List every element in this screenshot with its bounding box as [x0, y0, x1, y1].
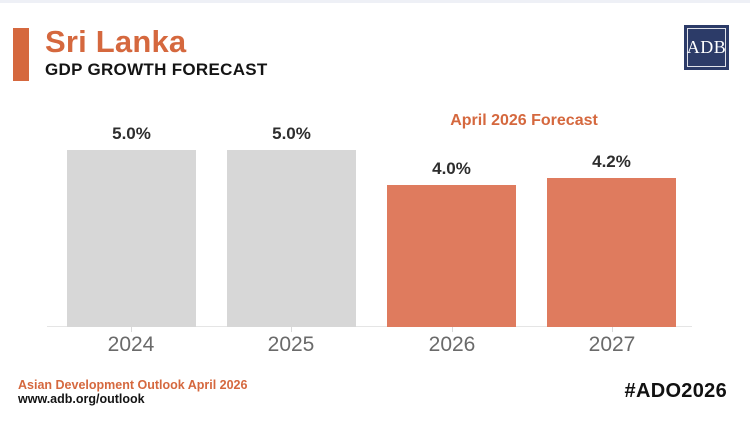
bar-2026	[387, 185, 516, 327]
adb-logo-text: ADB	[686, 37, 727, 57]
x-tick-label-2026: 2026	[428, 333, 476, 356]
x-axis-tick	[291, 327, 292, 332]
bar-value-label-2026: 4.0%	[432, 159, 471, 178]
country-title: Sri Lanka	[45, 24, 187, 59]
bar-2027	[547, 178, 676, 327]
bar-value-label-2025: 5.0%	[272, 124, 311, 143]
top-edge-strip	[0, 0, 750, 3]
x-tick-label-2024: 2024	[107, 333, 155, 356]
adb-logo: ADB	[684, 25, 729, 70]
x-axis-tick	[452, 327, 453, 332]
chart-title: GDP GROWTH FORECAST	[45, 60, 268, 79]
x-tick-label-2027: 2027	[588, 333, 636, 356]
footer-hashtag: #ADO2026	[624, 380, 727, 402]
bar-value-label-2024: 5.0%	[112, 124, 151, 143]
x-tick-label-2025: 2025	[267, 333, 315, 356]
bar-2025	[227, 150, 356, 327]
footer-url: www.adb.org/outlook	[18, 392, 145, 406]
footer-source: Asian Development Outlook April 2026	[18, 378, 248, 392]
bar-value-label-2027: 4.2%	[592, 152, 631, 171]
x-axis-tick	[131, 327, 132, 332]
x-axis-tick	[612, 327, 613, 332]
forecast-annotation: April 2026 Forecast	[450, 112, 598, 129]
bar-2024	[67, 150, 196, 327]
adb-logo-inner-border: ADB	[687, 28, 726, 67]
x-axis-line	[47, 326, 692, 327]
accent-bar	[13, 28, 29, 81]
